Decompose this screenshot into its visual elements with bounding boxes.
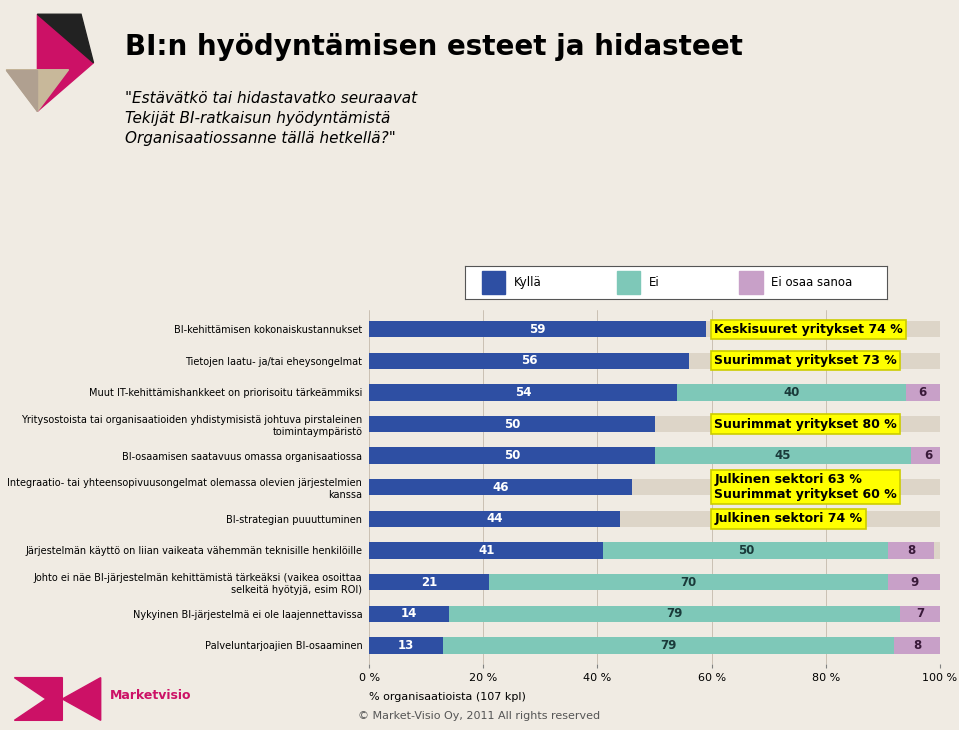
Bar xyxy=(369,321,940,337)
Text: 56: 56 xyxy=(521,354,537,367)
Bar xyxy=(369,511,940,527)
Text: 21: 21 xyxy=(421,576,437,588)
Polygon shape xyxy=(37,14,94,112)
Text: Marketvisio: Marketvisio xyxy=(110,689,192,702)
Text: 70: 70 xyxy=(681,576,697,588)
Text: 45: 45 xyxy=(775,449,791,462)
Text: 40: 40 xyxy=(784,386,800,399)
Polygon shape xyxy=(7,69,69,112)
Text: 46: 46 xyxy=(492,481,508,493)
Text: Ei osaa sanoa: Ei osaa sanoa xyxy=(771,276,853,289)
Bar xyxy=(369,384,940,401)
Bar xyxy=(369,416,654,432)
Bar xyxy=(369,353,940,369)
Text: 13: 13 xyxy=(398,639,414,652)
Text: 79: 79 xyxy=(667,607,683,620)
Bar xyxy=(888,542,934,558)
Text: "Estävätkö tai hidastavatko seuraavat
Tekijät BI-ratkaisun hyödyntämistä
Organis: "Estävätkö tai hidastavatko seuraavat Te… xyxy=(125,91,417,146)
Text: 6: 6 xyxy=(919,386,926,399)
X-axis label: % organisaatioista (107 kpl): % organisaatioista (107 kpl) xyxy=(369,691,526,702)
Bar xyxy=(888,574,940,591)
Bar xyxy=(369,353,689,369)
Bar xyxy=(369,542,603,558)
Bar xyxy=(443,637,894,653)
Bar xyxy=(603,542,888,558)
Text: 14: 14 xyxy=(401,607,417,620)
Bar xyxy=(369,416,940,432)
Text: Keskisuuret yritykset 74 %: Keskisuuret yritykset 74 % xyxy=(714,323,903,336)
Bar xyxy=(369,447,654,464)
Bar xyxy=(369,384,677,401)
Bar xyxy=(369,479,940,496)
Text: 79: 79 xyxy=(661,639,677,652)
Bar xyxy=(905,384,940,401)
Text: Julkinen sektori 74 %: Julkinen sektori 74 % xyxy=(714,512,862,526)
Text: Suurimmat yritykset 80 %: Suurimmat yritykset 80 % xyxy=(714,418,898,431)
Bar xyxy=(911,447,946,464)
Text: 8: 8 xyxy=(913,639,922,652)
Text: Suurimmat yritykset 73 %: Suurimmat yritykset 73 % xyxy=(714,354,898,367)
Bar xyxy=(369,479,632,496)
Text: © Market-Visio Oy, 2011 All rights reserved: © Market-Visio Oy, 2011 All rights reser… xyxy=(359,711,600,721)
Bar xyxy=(449,605,900,622)
Bar xyxy=(369,511,620,527)
Text: Kyllä: Kyllä xyxy=(514,276,542,289)
Bar xyxy=(369,447,940,464)
Polygon shape xyxy=(14,677,101,721)
Text: BI:n hyödyntämisen esteet ja hidasteet: BI:n hyödyntämisen esteet ja hidasteet xyxy=(125,33,742,61)
Text: 7: 7 xyxy=(916,607,924,620)
Bar xyxy=(369,637,443,653)
Text: 44: 44 xyxy=(486,512,503,526)
Text: 8: 8 xyxy=(907,544,916,557)
Bar xyxy=(900,605,940,622)
Bar xyxy=(482,272,505,294)
Text: 54: 54 xyxy=(515,386,531,399)
Bar xyxy=(894,637,940,653)
Bar xyxy=(369,574,489,591)
Bar xyxy=(369,637,940,653)
Polygon shape xyxy=(37,14,94,63)
Text: 50: 50 xyxy=(737,544,754,557)
Text: 50: 50 xyxy=(503,418,520,431)
Text: 41: 41 xyxy=(478,544,495,557)
Text: Julkinen sektori 63 %
Suurimmat yritykset 60 %: Julkinen sektori 63 % Suurimmat yritykse… xyxy=(714,473,898,502)
Bar xyxy=(617,272,641,294)
Bar xyxy=(739,272,762,294)
Text: 6: 6 xyxy=(924,449,932,462)
Bar xyxy=(489,574,888,591)
Text: 9: 9 xyxy=(910,576,919,588)
Bar xyxy=(369,321,706,337)
Polygon shape xyxy=(7,69,37,112)
Bar xyxy=(369,605,449,622)
Text: Ei: Ei xyxy=(648,276,660,289)
Bar xyxy=(654,447,911,464)
Bar xyxy=(369,574,940,591)
Bar xyxy=(369,605,940,622)
Bar xyxy=(677,384,905,401)
Text: 50: 50 xyxy=(503,449,520,462)
Text: 59: 59 xyxy=(529,323,546,336)
Bar xyxy=(369,542,940,558)
